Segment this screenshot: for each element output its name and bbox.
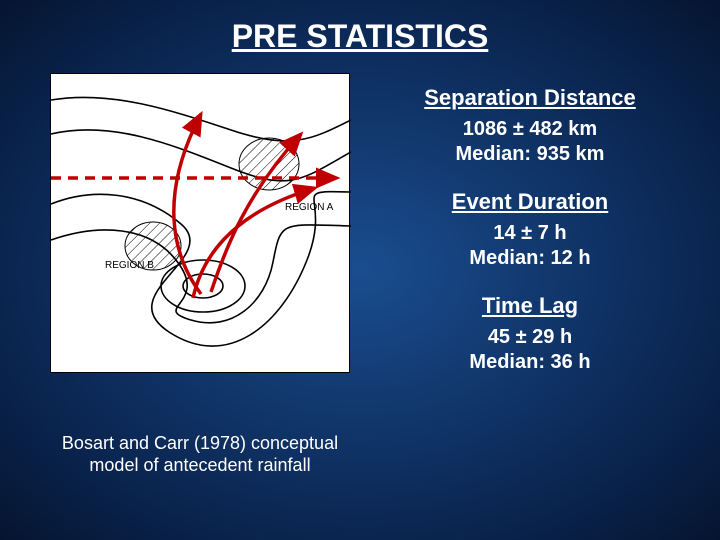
content-row: REGION A REGION B Bosart and Carr (1978) … bbox=[0, 65, 720, 476]
separation-stats: 1086 ± 482 km Median: 935 km bbox=[456, 117, 605, 167]
separation-median: Median: 935 km bbox=[456, 142, 605, 167]
contour-line bbox=[51, 130, 351, 181]
diagram-caption: Bosart and Carr (1978) conceptual model … bbox=[40, 433, 360, 476]
duration-heading: Event Duration bbox=[452, 189, 608, 215]
contour-line bbox=[51, 97, 351, 141]
left-column: REGION A REGION B Bosart and Carr (1978) … bbox=[30, 65, 370, 476]
conceptual-diagram: REGION A REGION B bbox=[50, 73, 350, 373]
duration-mean: 14 ± 7 h bbox=[469, 221, 590, 246]
lag-median: Median: 36 h bbox=[469, 350, 590, 375]
right-column: Separation Distance 1086 ± 482 km Median… bbox=[370, 65, 690, 383]
diagram-label: REGION B bbox=[105, 260, 154, 271]
lag-stats: 45 ± 29 h Median: 36 h bbox=[469, 325, 590, 375]
diagram-svg: REGION A REGION B bbox=[51, 74, 351, 374]
lag-heading: Time Lag bbox=[482, 293, 578, 319]
trajectory-arrow bbox=[174, 114, 201, 294]
separation-heading: Separation Distance bbox=[424, 85, 636, 111]
duration-median: Median: 12 h bbox=[469, 246, 590, 271]
separation-mean: 1086 ± 482 km bbox=[456, 117, 605, 142]
diagram-label: REGION A bbox=[285, 202, 334, 213]
lag-mean: 45 ± 29 h bbox=[469, 325, 590, 350]
slide-title: PRE STATISTICS bbox=[0, 0, 720, 65]
duration-stats: 14 ± 7 h Median: 12 h bbox=[469, 221, 590, 271]
